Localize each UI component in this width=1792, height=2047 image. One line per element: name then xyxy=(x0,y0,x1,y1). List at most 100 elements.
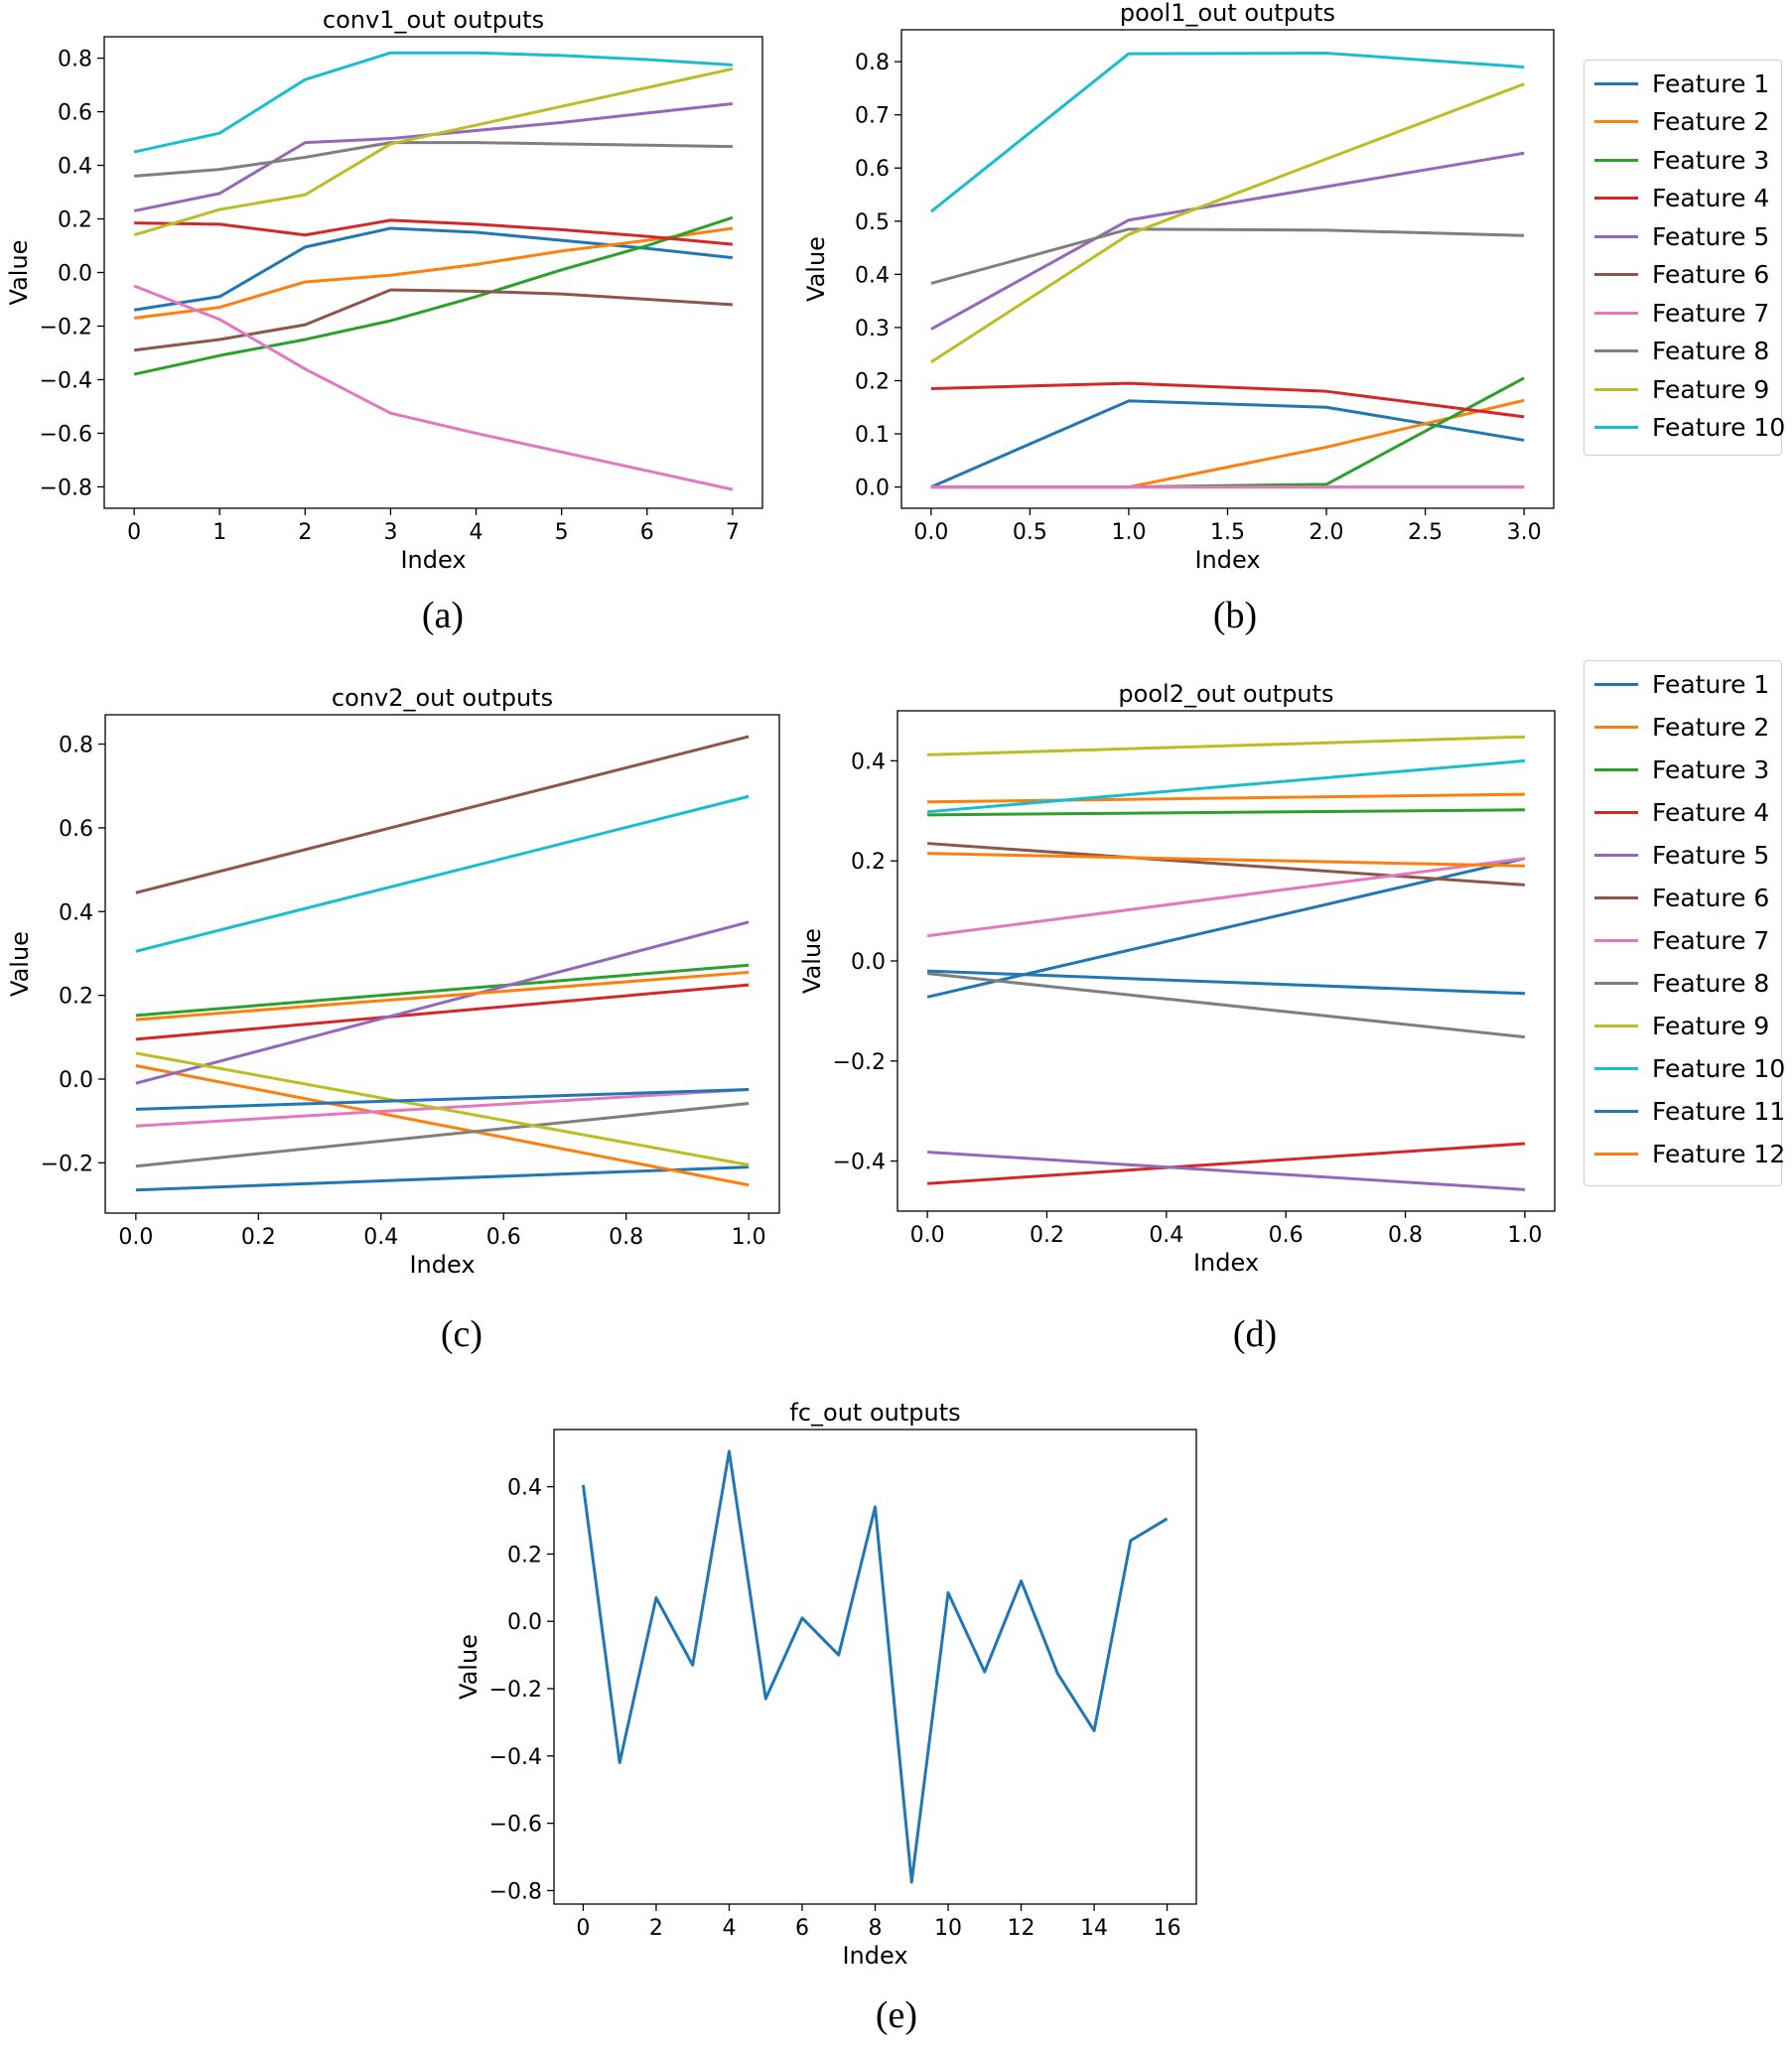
series-line-d-7 xyxy=(926,857,1526,938)
series-line-c-2 xyxy=(135,1064,750,1187)
x-tick-label-e: 10 xyxy=(934,1916,962,1941)
y-axis-label-b: Value xyxy=(802,236,830,302)
x-tick-label-a: 6 xyxy=(640,520,654,545)
panel-c: 0.0 0.2 0.4 0.6 0.8 1.0 −0.2 0.0 0.2 0.4 0.6 0.8 con… xyxy=(6,684,780,1279)
chart-title-c: conv2_out outputs xyxy=(332,684,553,712)
chart-title-d: pool2_out outputs xyxy=(1118,680,1333,708)
x-tick-label-a: 4 xyxy=(470,520,483,545)
y-tick-label-d: −0.4 xyxy=(833,1151,886,1175)
legend-label: Feature 1 xyxy=(1652,68,1770,98)
series-line-d-5 xyxy=(926,1151,1526,1191)
y-tick-label-d: 0.4 xyxy=(851,750,886,774)
series-line-b-3 xyxy=(930,376,1525,489)
caption-e: (e) xyxy=(875,1994,918,2036)
series-line-d-9 xyxy=(927,735,1525,756)
x-tick-label-a: 1 xyxy=(212,520,226,545)
series-line-a-5 xyxy=(133,101,734,212)
y-tick-label-b: 0.7 xyxy=(855,104,890,129)
plot-frame-e xyxy=(553,1429,1197,1905)
legend-label: Feature 3 xyxy=(1652,754,1770,784)
legend-swatch xyxy=(1594,1109,1638,1113)
legend-label: Feature 7 xyxy=(1652,298,1770,328)
legend-swatch xyxy=(1594,682,1638,686)
y-tick-label-a: 0.6 xyxy=(58,101,92,126)
y-tick-label-b: 0.8 xyxy=(855,51,890,75)
legend-label: Feature 8 xyxy=(1652,968,1770,998)
legend-swatch xyxy=(1594,158,1638,162)
x-tick-label-c: 0.8 xyxy=(609,1225,643,1250)
legend-item: Feature 6 xyxy=(1594,883,1769,912)
series-line-c-8 xyxy=(135,1101,750,1168)
legend-item: Feature 5 xyxy=(1594,840,1769,870)
legend-item: Feature 1 xyxy=(1594,68,1769,98)
legend-label: Feature 11 xyxy=(1652,1096,1786,1126)
y-tick-label-b: 0.5 xyxy=(855,210,890,235)
series-line-c-1 xyxy=(135,1165,750,1192)
legend-label: Feature 7 xyxy=(1652,925,1770,955)
x-tick-label-d: 0.6 xyxy=(1269,1223,1304,1248)
series-line-c-5 xyxy=(135,920,750,1085)
legend-item: Feature 9 xyxy=(1594,1011,1769,1040)
legend-item: Feature 12 xyxy=(1594,1139,1785,1168)
x-tick-label-e: 8 xyxy=(869,1916,883,1941)
series-line-b-10 xyxy=(929,52,1525,213)
legend-label: Feature 2 xyxy=(1652,107,1770,136)
legend-item: Feature 1 xyxy=(1594,669,1769,699)
y-tick-label-b: 0.6 xyxy=(855,157,890,182)
legend-d: Feature 1 Feature 2 Feature 3 Feature 4 Feat… xyxy=(1584,660,1786,1186)
legend-label: Feature 9 xyxy=(1652,374,1770,404)
legend-item: Feature 10 xyxy=(1594,1053,1785,1083)
y-tick-label-a: 0.8 xyxy=(58,48,92,72)
legend-label: Feature 4 xyxy=(1652,797,1770,827)
legend-label: Feature 2 xyxy=(1652,712,1770,742)
series-line-a-10 xyxy=(133,51,733,154)
y-tick-label-c: 0.0 xyxy=(59,1068,93,1093)
panel-d: 0.0 0.2 0.4 0.6 0.8 1.0 −0.4 −0.2 0.0 0.2 0.4 pool2… xyxy=(798,680,1556,1277)
y-tick-label-d: 0.0 xyxy=(851,950,886,975)
legend-label: Feature 6 xyxy=(1652,883,1770,912)
x-tick-label-d: 0.8 xyxy=(1388,1223,1423,1248)
y-tick-label-a: −0.6 xyxy=(40,422,92,447)
series-line-b-1 xyxy=(930,399,1525,488)
legend-item: Feature 4 xyxy=(1594,797,1769,827)
x-tick-label-c: 0.6 xyxy=(486,1225,521,1250)
x-tick-label-b: 1.5 xyxy=(1210,520,1245,545)
series-line-a-6 xyxy=(133,288,733,352)
y-tick-label-c: 0.6 xyxy=(59,817,93,842)
x-tick-label-d: 0.0 xyxy=(910,1223,945,1248)
y-tick-label-a: 0.2 xyxy=(58,208,92,233)
legend-item: Feature 9 xyxy=(1594,374,1769,404)
y-tick-label-c: −0.2 xyxy=(41,1152,93,1176)
x-tick-label-c: 0.2 xyxy=(241,1225,276,1250)
x-tick-label-a: 5 xyxy=(555,520,569,545)
series-line-b-2 xyxy=(930,398,1525,489)
caption-a: (a) xyxy=(421,595,465,636)
legend-item: Feature 8 xyxy=(1594,968,1769,998)
x-tick-label-b: 2.0 xyxy=(1310,520,1344,545)
series-line-a-8 xyxy=(134,141,733,178)
x-tick-label-c: 0.0 xyxy=(118,1225,153,1250)
legend-swatch xyxy=(1594,725,1638,729)
legend-item: Feature 2 xyxy=(1594,107,1769,137)
chart-title-a: conv1_out outputs xyxy=(323,6,544,34)
chart-title-e: fc_out outputs xyxy=(789,1399,960,1427)
legend-item: Feature 2 xyxy=(1594,712,1769,742)
series-line-d-6 xyxy=(926,842,1526,887)
x-tick-label-e: 4 xyxy=(722,1916,736,1941)
series-line-b-9 xyxy=(930,82,1525,363)
legend-label: Feature 3 xyxy=(1652,145,1770,175)
panel-b: 0.0 0.5 1.0 1.5 2.0 2.5 3.0 0.0 0.1 0.2 0.3 0.4 0.5 0… xyxy=(802,0,1555,574)
panel-a: 0 1 2 3 4 5 6 7 −0.8 −0.6 −0.4 −0.2 0.0 0.2 0.4 0.6 0.8 c… xyxy=(5,6,763,574)
legend-swatch xyxy=(1594,311,1638,315)
legend-swatch xyxy=(1594,938,1638,942)
x-axis-label-d: Index xyxy=(1193,1249,1259,1277)
caption-b: (b) xyxy=(1212,595,1258,636)
x-tick-label-c: 1.0 xyxy=(732,1225,766,1250)
x-tick-label-b: 0.0 xyxy=(913,520,948,545)
y-tick-label-a: 0.4 xyxy=(58,155,92,180)
legend-label: Feature 10 xyxy=(1652,1053,1786,1083)
series-line-b-8 xyxy=(930,227,1525,285)
series-line-c-3 xyxy=(135,963,750,1018)
